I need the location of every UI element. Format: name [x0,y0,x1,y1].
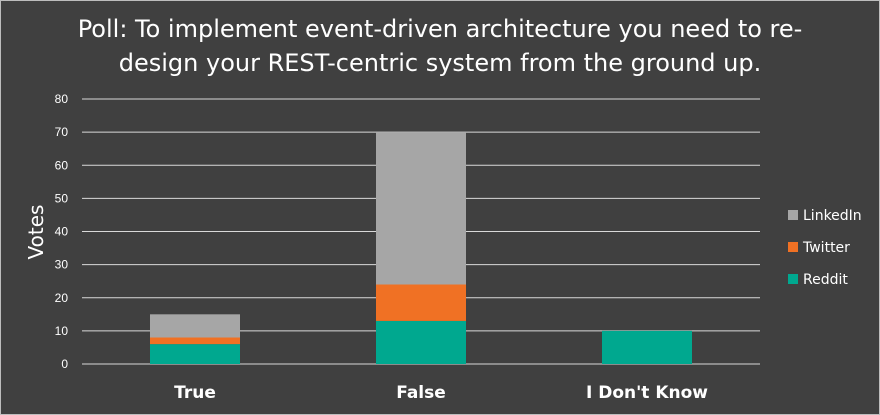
bar-linkedin-0 [150,314,240,338]
bar-twitter-1 [376,284,466,321]
y-axis-label: Votes [24,205,48,260]
bar-twitter-0 [150,337,240,345]
y-axis-ticks: 0 10 20 30 40 50 60 70 80 [55,92,69,371]
x-category-label: True [174,383,216,403]
bar-linkedin-1 [376,132,466,285]
y-tick-label: 60 [55,158,69,172]
bar-reddit-1 [376,320,466,364]
y-tick-label: 20 [55,291,69,305]
legend-swatch-twitter [788,242,798,252]
x-axis-categories: True False I Don't Know [174,383,708,403]
y-tick-label: 40 [55,225,69,239]
legend-swatch-reddit [788,274,798,284]
y-tick-label: 70 [55,125,69,139]
chart-title: Poll: To implement event-driven architec… [77,15,803,77]
legend-label-reddit: Reddit [803,272,848,288]
legend-label-linkedin: LinkedIn [803,208,862,224]
bar-reddit-2 [602,330,692,364]
bars [150,132,692,364]
legend: LinkedIn Twitter Reddit [788,208,862,288]
legend-label-twitter: Twitter [802,240,850,256]
y-tick-label: 10 [55,324,69,338]
y-tick-label: 0 [61,357,68,371]
bar-reddit-0 [150,344,240,364]
x-category-label: False [396,383,446,403]
legend-swatch-linkedin [788,210,798,220]
y-tick-label: 80 [55,92,69,106]
x-category-label: I Don't Know [586,383,708,403]
y-tick-label: 30 [55,258,69,272]
y-tick-label: 50 [55,191,69,205]
